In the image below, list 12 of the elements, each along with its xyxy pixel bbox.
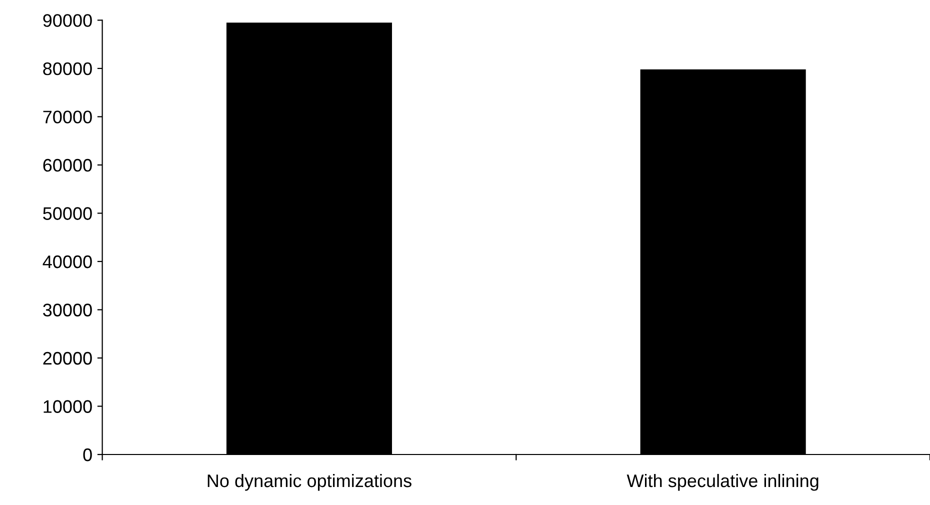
x-tick-label: With speculative inlining [626,474,818,491]
y-tick-label: 40000 [42,255,92,268]
y-tick-label: 0 [83,448,92,462]
y-tick-label: 50000 [43,207,92,220]
y-tick-label: 70000 [43,110,92,124]
y-tick-label: 30000 [43,304,92,316]
y-tick-label: 10000 [44,400,92,413]
y-tick-label: 90000 [43,14,92,27]
y-tick-label: 60000 [43,158,92,172]
y-tick-label: 20000 [43,352,92,365]
x-tick-label: No dynamic optimizations [208,474,412,491]
y-tick-label: 80000 [43,62,92,76]
